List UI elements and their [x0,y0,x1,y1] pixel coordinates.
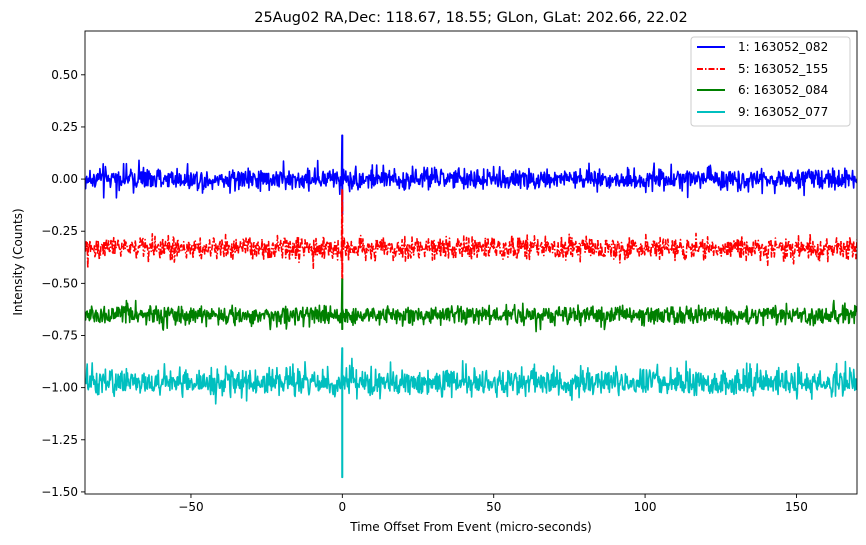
x-tick-label: 150 [785,500,808,514]
plot-area-frame [84,30,858,495]
y-tick-label: 0.00 [51,172,78,186]
chart-title: 25Aug02 RA,Dec: 118.67, 18.55; GLon, GLa… [254,10,688,26]
y-tick-label: −0.50 [41,276,78,290]
x-tick-label: 50 [486,500,501,514]
y-tick-label: −1.25 [41,433,78,447]
legend-entry-6: 6: 163052_084 [738,83,828,97]
x-axis: −50 0 50 100 150 [178,494,808,514]
x-tick-label: 0 [339,500,347,514]
series-line-9 [85,347,857,479]
y-tick-label: −0.25 [41,224,78,238]
legend-frame [690,36,851,127]
series-layer [85,134,857,479]
x-axis-label: Time Offset From Event (micro-seconds) [349,520,591,534]
y-tick-label: −0.75 [41,328,78,342]
series-line-1 [85,134,857,216]
legend-entry-5: 5: 163052_155 [738,62,828,76]
y-axis-label: Intensity (Counts) [11,208,25,315]
series-line-5 [85,188,857,280]
y-axis: 0.50 0.25 0.00 −0.25 −0.50 −0.75 −1.00 −1.25 −1.… [41,68,85,499]
series-line-6 [85,278,857,333]
legend-entry-1: 1: 163052_082 [738,40,828,54]
y-tick-label: −1.50 [41,485,78,499]
x-tick-label: 100 [634,500,657,514]
legend: 1: 163052_082 5: 163052_155 6: 163052_08… [690,36,851,127]
y-tick-label: −1.00 [41,381,78,395]
x-tick-label: −50 [178,500,203,514]
legend-entry-9: 9: 163052_077 [738,105,828,119]
y-tick-label: 0.25 [51,120,78,134]
y-tick-label: 0.50 [51,68,78,82]
